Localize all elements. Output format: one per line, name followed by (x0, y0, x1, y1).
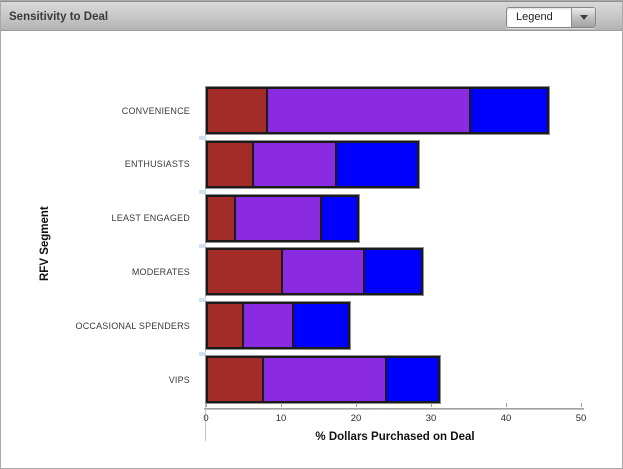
bar-segment[interactable] (266, 87, 471, 134)
x-axis-line (204, 408, 584, 410)
bar-segment[interactable] (206, 248, 283, 295)
legend-dropdown-arrow-button[interactable] (571, 8, 595, 27)
bar-segment[interactable] (234, 195, 322, 242)
bar-row (206, 195, 359, 242)
x-axis-tick-label: 50 (561, 413, 601, 424)
bar-segment[interactable] (252, 141, 337, 188)
y-axis-tick (199, 136, 206, 140)
x-axis-tick (581, 403, 582, 407)
bar-segment[interactable] (363, 248, 423, 295)
x-axis-tick (506, 403, 507, 407)
y-axis-tick (199, 244, 206, 248)
y-axis-tick (199, 352, 206, 356)
x-axis-tick (206, 403, 207, 407)
bar-segment[interactable] (262, 356, 387, 403)
category-label: LEAST ENGAGED (1, 213, 198, 223)
stacked-bar-chart: RFV Segment CONVENIENCEENTHUSIASTSLEAST … (1, 32, 622, 468)
bar-segment[interactable] (206, 141, 254, 188)
category-label: MODERATES (1, 267, 198, 277)
bar-segment[interactable] (242, 302, 294, 349)
bar-segment[interactable] (469, 87, 549, 134)
category-label: OCCASIONAL SPENDERS (1, 321, 198, 331)
category-label: CONVENIENCE (1, 106, 198, 116)
bar-segment[interactable] (206, 302, 244, 349)
bar-segment[interactable] (206, 87, 268, 134)
bar-segment[interactable] (320, 195, 359, 242)
bar-segment[interactable] (335, 141, 419, 188)
bar-segment[interactable] (281, 248, 365, 295)
bar-row (206, 87, 549, 134)
x-axis-tick-label: 10 (261, 413, 301, 424)
bar-segment[interactable] (292, 302, 350, 349)
x-axis-tick-label: 0 (186, 413, 226, 424)
bar-row (206, 302, 350, 349)
x-axis-tick (431, 403, 432, 407)
bar-segment[interactable] (385, 356, 440, 403)
legend-dropdown-value: Legend (507, 8, 571, 27)
y-axis-tick (199, 190, 206, 194)
y-axis-tick (199, 298, 206, 302)
legend-dropdown[interactable]: Legend (506, 7, 596, 28)
bar-row (206, 248, 423, 295)
bar-segment[interactable] (206, 195, 236, 242)
x-axis-tick (356, 403, 357, 407)
x-axis-title: % Dollars Purchased on Deal (206, 431, 584, 443)
x-axis-tick (281, 403, 282, 407)
chevron-down-icon (580, 15, 588, 20)
category-label: ENTHUSIASTS (1, 159, 198, 169)
category-label: VIPS (1, 375, 198, 385)
panel-header: Sensitivity to Deal Legend (1, 1, 622, 31)
x-axis-tick-label: 40 (486, 413, 526, 424)
sensitivity-to-deal-panel: Sensitivity to Deal Legend RFV Segment C… (0, 0, 623, 469)
bar-row (206, 141, 419, 188)
bar-row (206, 356, 440, 403)
bar-segment[interactable] (206, 356, 264, 403)
panel-title: Sensitivity to Deal (9, 2, 108, 32)
x-axis-tick-label: 30 (411, 413, 451, 424)
x-axis-tick-label: 20 (336, 413, 376, 424)
